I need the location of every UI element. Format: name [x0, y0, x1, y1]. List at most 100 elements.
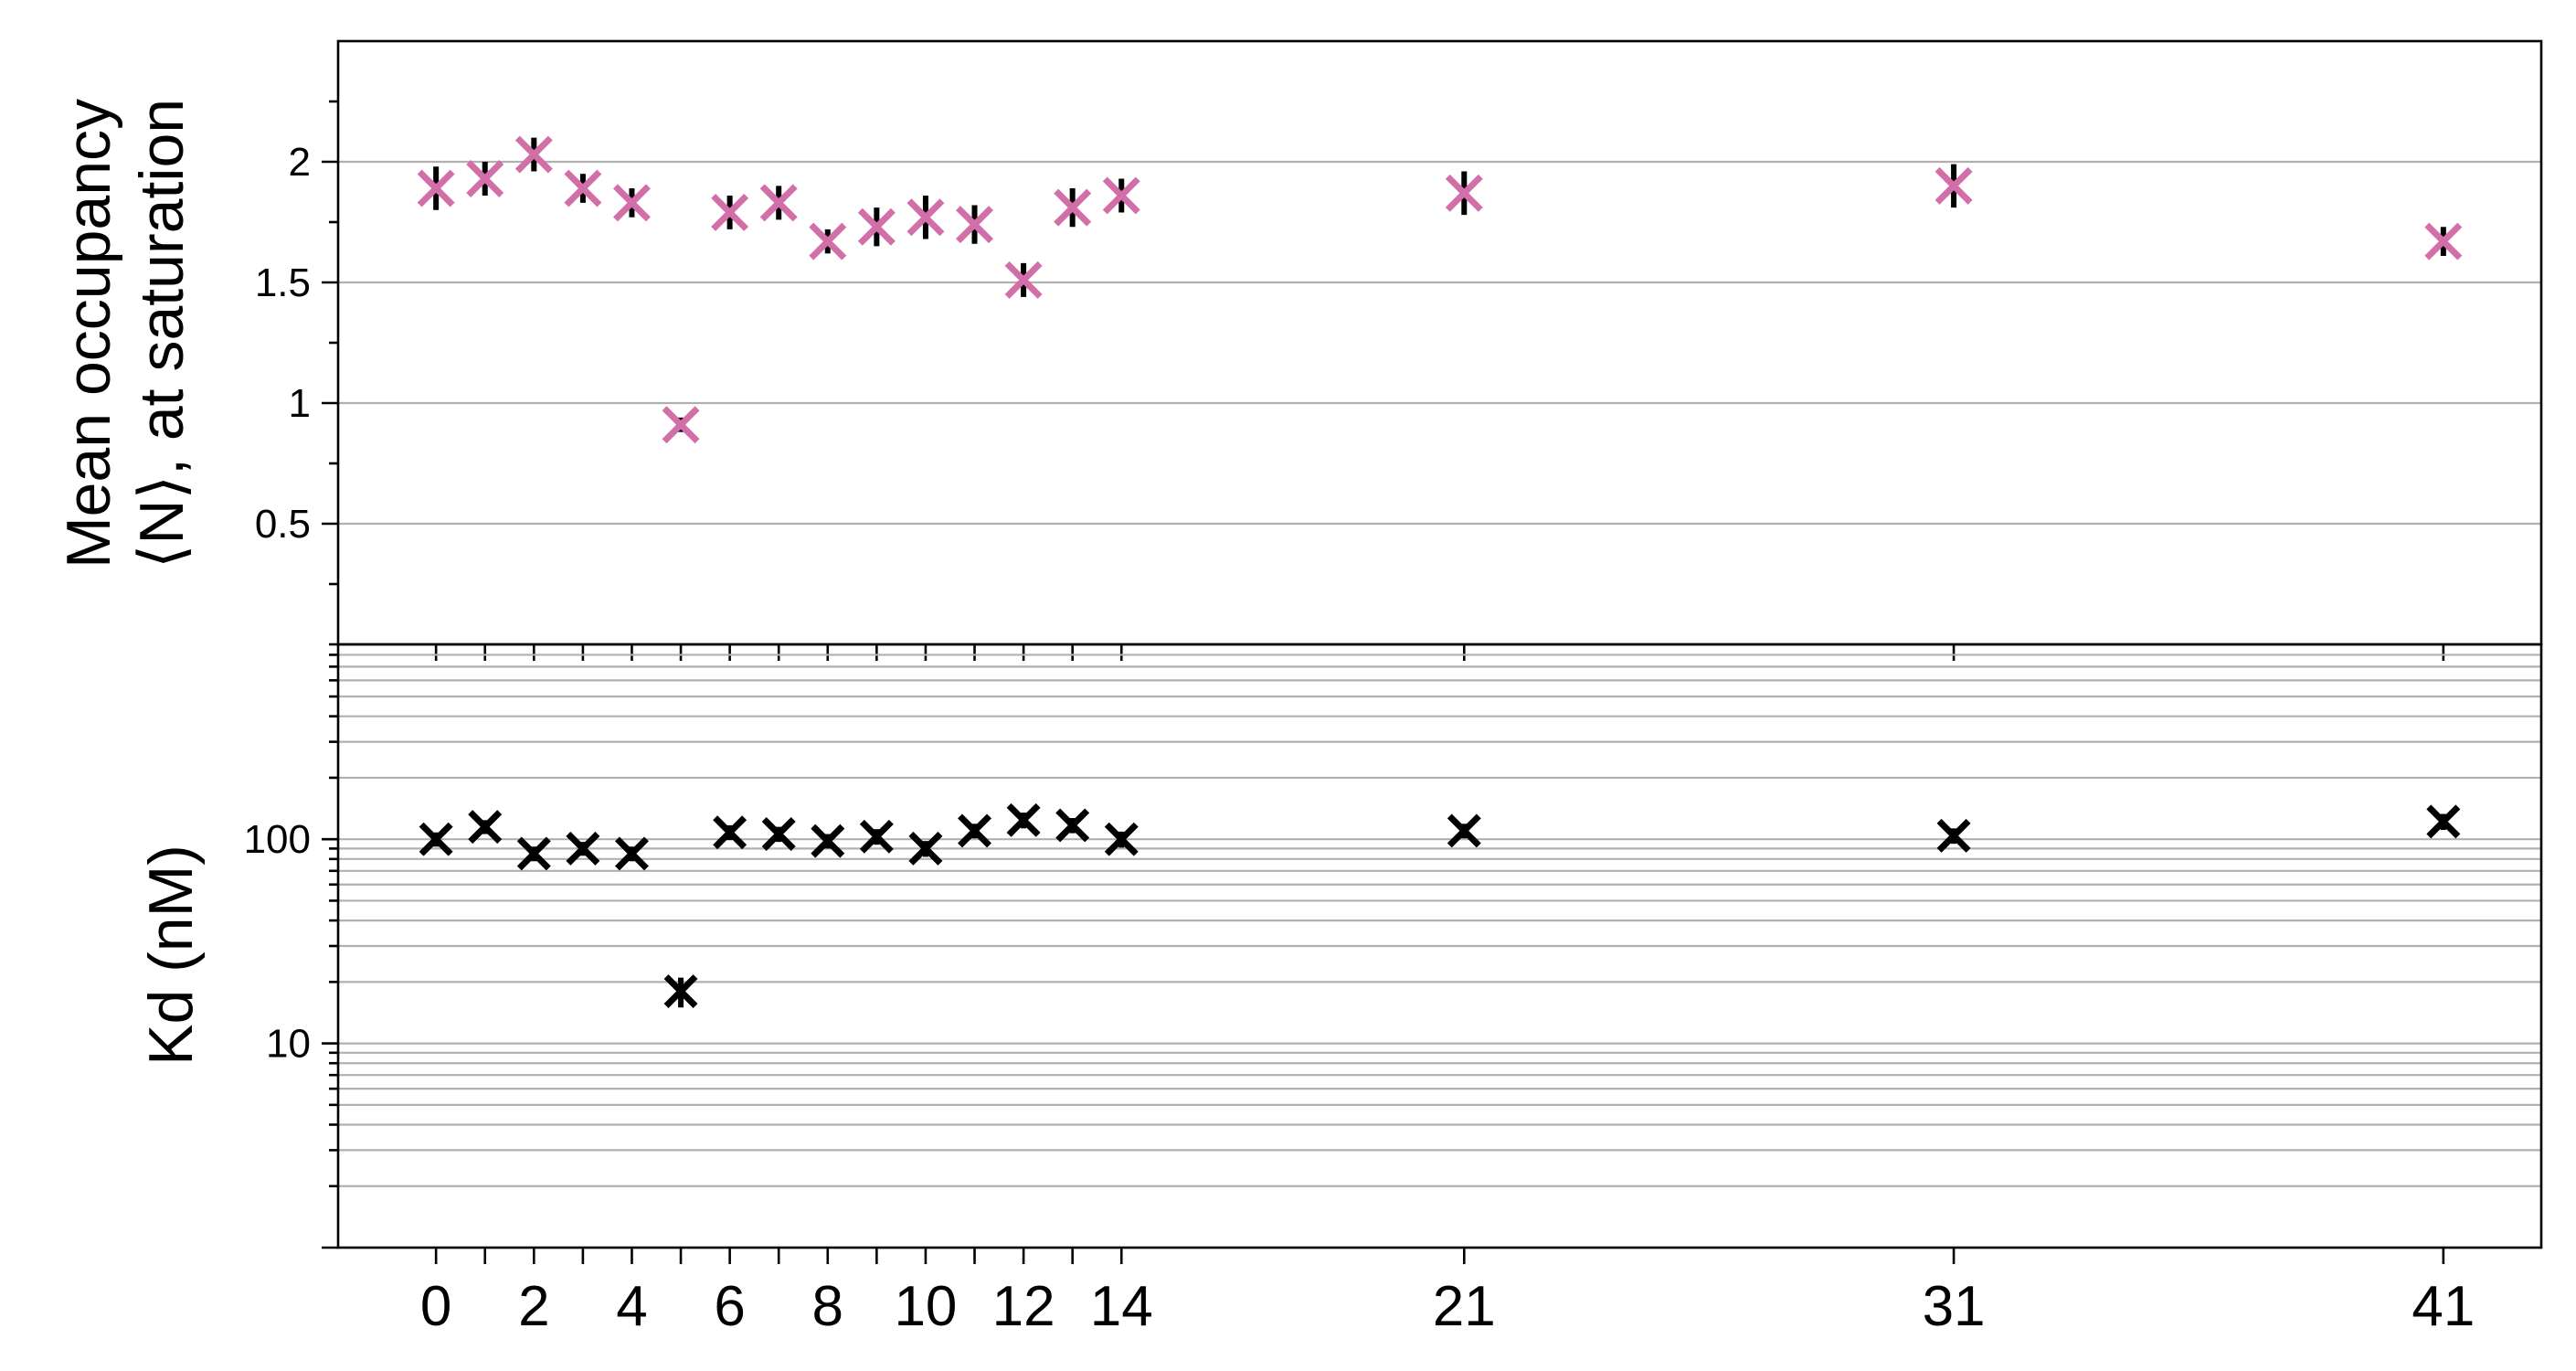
marker-stroke — [859, 819, 894, 854]
top-data-point — [466, 160, 504, 197]
marker-stroke — [566, 831, 600, 866]
marker-stroke — [1102, 176, 1140, 215]
marker-stroke — [466, 160, 504, 197]
marker-stroke — [1104, 822, 1139, 856]
top-data-point — [956, 206, 993, 244]
bottom-y-ticks: 10 100 — [244, 643, 338, 1249]
marker-stroke — [614, 836, 649, 871]
bottom-data-point — [468, 810, 503, 845]
marker-stroke — [908, 831, 943, 866]
top-y-tick-label: 1.5 — [255, 260, 311, 305]
bottom-plot-frame — [336, 643, 2543, 1249]
bottom-data-point — [614, 836, 649, 871]
top-data-point — [2424, 222, 2463, 260]
marker-stroke — [662, 406, 700, 444]
bottom-data-point — [958, 813, 991, 848]
top-y-tick-label: 2 — [289, 140, 311, 185]
bottom-data-point — [516, 836, 551, 871]
bottom-y-axis-title: Kd (nM) — [136, 845, 206, 1066]
bottom-x-ticks: 0 2 4 6 8 10 12 14 21 31 41 — [420, 1248, 2475, 1338]
top-grid — [338, 160, 2541, 526]
marker-stroke — [1054, 188, 1092, 227]
marker-stroke — [564, 169, 602, 207]
top-y-ticks: 0.5 1 1.5 2 — [255, 100, 338, 586]
marker-stroke — [857, 207, 896, 246]
top-data-point — [1004, 260, 1043, 299]
top-data-point — [417, 169, 455, 207]
marker-stroke — [711, 193, 749, 231]
bottom-grid — [338, 643, 2541, 1187]
marker-stroke — [1447, 813, 1481, 848]
bottom-data-point — [811, 824, 845, 858]
top-data-point — [906, 198, 945, 237]
top-data-point — [514, 135, 553, 174]
marker-stroke — [468, 810, 503, 845]
bottom-data-point — [1006, 802, 1041, 837]
marker-stroke — [2424, 222, 2463, 260]
marker-stroke — [1935, 166, 1973, 205]
x-tick-label: 2 — [518, 1275, 549, 1338]
bottom-data-point — [1055, 808, 1090, 843]
top-data-point — [564, 169, 602, 207]
marker-stroke — [419, 822, 453, 856]
marker-stroke — [516, 836, 551, 871]
top-data-point — [759, 184, 798, 222]
marker-stroke — [1055, 808, 1090, 843]
bottom-data-point — [859, 819, 894, 854]
bottom-data-point — [2426, 804, 2461, 839]
bottom-data-point — [908, 831, 943, 866]
top-data-point — [612, 184, 651, 222]
marker-stroke — [612, 184, 651, 222]
top-plot-frame — [336, 39, 2543, 646]
top-data-points — [417, 135, 2463, 444]
bottom-data-point — [663, 974, 698, 1009]
top-data-point — [857, 207, 896, 246]
top-data-point — [1445, 174, 1483, 212]
x-tick-label: 0 — [420, 1275, 451, 1338]
top-y-tick-label: 0.5 — [255, 502, 311, 547]
bottom-panel: 10 100 0 2 4 6 8 10 12 14 21 31 41 Kd (nM) — [136, 643, 2543, 1338]
marker-stroke — [1004, 260, 1043, 299]
top-data-point — [809, 222, 847, 260]
x-tick-label: 6 — [714, 1275, 745, 1338]
marker-stroke — [759, 184, 798, 222]
marker-stroke — [906, 198, 945, 237]
marker-stroke — [1445, 174, 1483, 212]
top-x-ticks — [434, 644, 2445, 661]
marker-stroke — [417, 169, 455, 207]
top-data-point — [1935, 166, 1973, 205]
x-tick-label: 4 — [616, 1275, 647, 1338]
bottom-data-point — [1104, 822, 1139, 856]
bottom-data-point — [1936, 818, 1971, 853]
bottom-y-tick-label: 100 — [244, 817, 311, 862]
top-y-axis-title-line-1: Mean occupancy — [54, 99, 123, 569]
bottom-data-points — [419, 802, 2461, 1009]
top-data-point — [711, 193, 749, 231]
marker-stroke — [811, 824, 845, 858]
x-tick-label: 10 — [894, 1275, 957, 1338]
bottom-data-point — [1447, 813, 1481, 848]
marker-stroke — [514, 135, 553, 174]
top-y-tick-label: 1 — [289, 381, 311, 426]
top-data-point — [1054, 188, 1092, 227]
bottom-data-point — [566, 831, 600, 866]
x-tick-label: 41 — [2412, 1275, 2475, 1338]
x-tick-label: 31 — [1923, 1275, 1986, 1338]
top-data-point — [1102, 176, 1140, 215]
bottom-data-point — [713, 815, 747, 850]
marker-stroke — [958, 813, 991, 848]
top-y-axis-title-line-2: ⟨N⟩, at saturation — [127, 99, 196, 569]
marker-stroke — [663, 974, 698, 1009]
bottom-data-point — [761, 817, 796, 852]
marker-stroke — [1006, 802, 1041, 837]
marker-stroke — [1936, 818, 1971, 853]
bottom-y-tick-label: 10 — [266, 1022, 311, 1067]
bottom-data-point — [419, 822, 453, 856]
marker-stroke — [2426, 804, 2461, 839]
marker-stroke — [956, 206, 993, 244]
top-data-point — [662, 406, 700, 444]
x-tick-label: 14 — [1090, 1275, 1153, 1338]
x-tick-label: 8 — [812, 1275, 843, 1338]
marker-stroke — [761, 817, 796, 852]
